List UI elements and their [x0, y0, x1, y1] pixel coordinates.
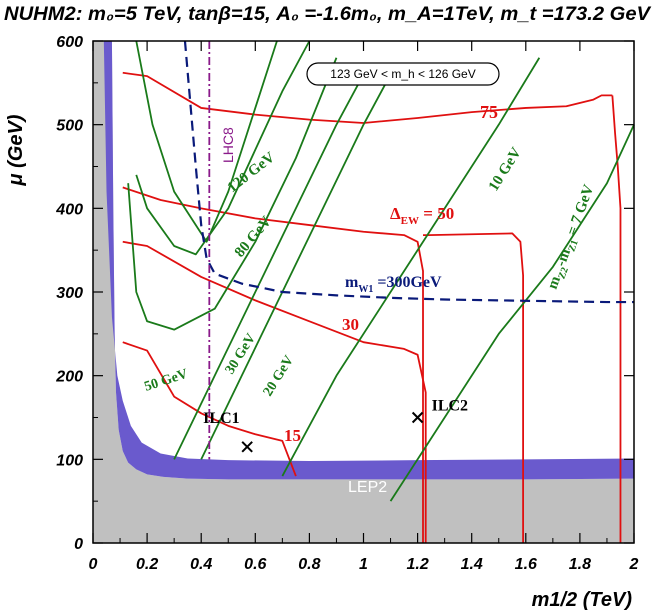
marker-layer: ILC1 ILC2 [203, 398, 468, 453]
x-axis-label: m1/2 (TeV) [532, 589, 633, 611]
series-line-4 [122, 240, 427, 543]
label-delta-75: 75 [480, 102, 498, 122]
series-line-7 [135, 40, 311, 256]
excluded-region [93, 41, 634, 543]
y-tick-label-1: 100 [56, 452, 83, 469]
series-line-13 [183, 40, 634, 304]
x-tick-label-2: 0.4 [190, 556, 212, 573]
x-tick-label-5: 1 [359, 556, 368, 573]
label-delta-50: ΔEW = 50 [390, 204, 454, 227]
benchmark-point-2 [411, 411, 424, 424]
benchmark-label-1: ILC1 [203, 410, 239, 427]
tick-layer: 0 0.2 0.4 0.6 0.8 1 1.2 1.4 1.6 1.8 2 0 100 200 300 400… [55, 34, 638, 573]
label-lhc8: LHC8 [220, 127, 236, 163]
label-delta-15: 15 [284, 426, 301, 445]
x-tick-label-10: 2 [629, 556, 639, 573]
y-tick-label-6: 600 [56, 34, 83, 51]
label-delta-30: 30 [342, 315, 359, 334]
series-line-6 [135, 40, 278, 243]
x-tick-label-6: 1.2 [406, 556, 428, 573]
series-line-5 [122, 341, 297, 477]
x-tick-label-0: 0 [89, 556, 98, 573]
x-tick-label-1: 0.2 [136, 556, 158, 573]
series-line-11 [281, 57, 541, 477]
series-line-8 [127, 57, 338, 331]
benchmark-point-1 [241, 441, 253, 453]
x-tick-label-7: 1.4 [461, 556, 483, 573]
y-tick-label-5: 500 [56, 118, 83, 135]
benchmark-label-2: ILC2 [432, 398, 468, 415]
x-tick-label-3: 0.6 [244, 556, 266, 573]
y-tick-label-4: 400 [55, 201, 83, 218]
y-tick-label-3: 300 [56, 285, 83, 302]
series-layer [122, 40, 635, 543]
label-mw1: mW1 =300GeV [345, 274, 442, 295]
series-line-2 [122, 186, 424, 543]
y-tick-label-2: 200 [55, 369, 83, 386]
series-line-1 [611, 95, 622, 543]
series-line-0 [122, 71, 613, 124]
x-tick-label-9: 1.8 [569, 556, 591, 573]
x-tick-label-4: 0.8 [298, 556, 320, 573]
x-tick-label-8: 1.6 [515, 556, 537, 573]
higgs-mass-box [306, 62, 500, 86]
label-lep2: LEP2 [348, 479, 387, 496]
series-line-9 [173, 74, 365, 460]
y-tick-label-0: 0 [74, 536, 83, 553]
higgs-mass-label: 123 GeV < m_h < 126 GeV [330, 67, 475, 81]
chart-title: NUHM2: m₀=5 TeV, tanβ=15, A₀ =-1.6m₀, m_… [4, 4, 651, 25]
y-axis-label: μ (GeV) [5, 114, 27, 186]
series-line-10 [200, 74, 392, 460]
